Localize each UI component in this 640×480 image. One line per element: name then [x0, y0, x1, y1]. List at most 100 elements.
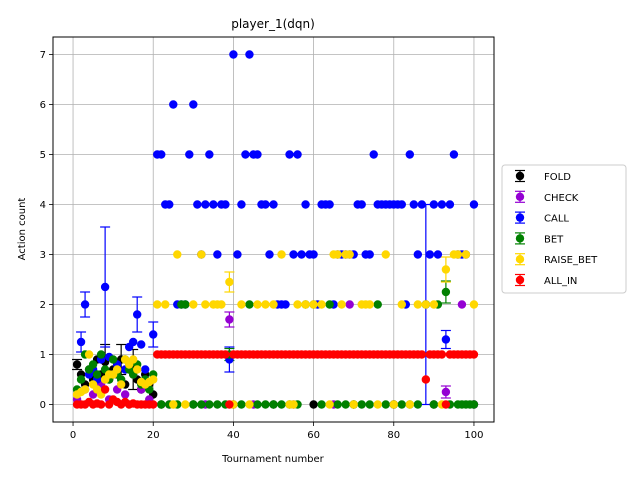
- bet-point: [317, 400, 326, 409]
- raise-bet-point: [345, 250, 354, 259]
- legend-fold-marker: [515, 171, 525, 181]
- y-tick-label: 1: [40, 350, 46, 361]
- data-points: [72, 50, 479, 409]
- legend: FOLD CHECK CALL BET RAISE_BET ALL_IN: [501, 164, 627, 294]
- raise-bet-point: [269, 300, 278, 309]
- raise-bet-point: [461, 250, 471, 259]
- call-point: [357, 200, 366, 209]
- raise-bet-point: [421, 300, 431, 309]
- raise-bet-point: [84, 350, 94, 359]
- raise-bet-point: [349, 400, 358, 409]
- check-point: [225, 315, 234, 324]
- raise-bet-point: [237, 300, 246, 309]
- bet-point: [341, 400, 350, 409]
- bet-point: [181, 300, 190, 309]
- raise-bet-point: [261, 300, 270, 309]
- call-point: [265, 250, 274, 259]
- raise-bet-point: [128, 355, 138, 364]
- call-point: [469, 200, 479, 209]
- call-point: [169, 100, 178, 109]
- legend-bet-marker: [515, 234, 525, 243]
- call-point: [425, 250, 435, 259]
- raise-bet-point: [277, 250, 286, 259]
- bet-point: [197, 400, 206, 409]
- raise-bet-point: [317, 300, 326, 309]
- call-point: [213, 250, 222, 259]
- raise-bet-point: [201, 300, 210, 309]
- all-in-point: [96, 400, 106, 409]
- legend-box: [501, 164, 627, 294]
- fold-point: [72, 360, 82, 369]
- raise-bet-point: [217, 300, 226, 309]
- fold-point: [309, 400, 318, 409]
- call-point: [397, 200, 406, 209]
- call-point: [128, 337, 138, 347]
- call-point: [241, 150, 250, 159]
- raise-bet-point: [365, 300, 374, 309]
- raise-bet-point: [293, 300, 302, 309]
- bet-point: [325, 300, 334, 309]
- call-point: [289, 250, 298, 259]
- call-point: [221, 200, 230, 209]
- check-point: [345, 300, 354, 309]
- bet-point: [413, 400, 423, 409]
- raise-bet-point: [80, 385, 90, 394]
- all-in-point: [417, 350, 427, 359]
- all-in-point: [421, 375, 431, 384]
- raise-bet-point: [309, 300, 318, 309]
- bet-point: [108, 355, 118, 364]
- call-point: [409, 200, 419, 209]
- call-point: [325, 200, 334, 209]
- call-point: [449, 150, 459, 159]
- call-point: [437, 200, 447, 209]
- x-axis-label: Tournament number: [221, 454, 325, 465]
- raise-bet-point: [453, 250, 463, 259]
- call-point: [205, 150, 214, 159]
- call-point: [132, 310, 142, 319]
- bet-point: [237, 400, 246, 409]
- bet-point: [253, 400, 262, 409]
- plot-frame: [52, 36, 495, 423]
- raise-bet-point: [429, 300, 439, 309]
- bet-point: [357, 400, 366, 409]
- call-point: [281, 300, 290, 309]
- raise-bet-point: [169, 400, 178, 409]
- bet-point: [365, 400, 374, 409]
- call-point: [417, 200, 427, 209]
- y-tick-label: 3: [40, 250, 46, 261]
- legend-all-in-label: ALL_IN: [544, 276, 577, 287]
- call-point: [309, 250, 318, 259]
- call-point: [237, 200, 246, 209]
- all-in-point: [100, 385, 110, 394]
- raise-bet-point: [381, 250, 390, 259]
- call-point: [269, 200, 278, 209]
- bet-point: [333, 400, 342, 409]
- bet-point: [469, 400, 479, 409]
- bet-point: [245, 300, 254, 309]
- y-tick-label: 7: [40, 50, 46, 61]
- raise-bet-point: [389, 400, 398, 409]
- raise-bet-point: [405, 400, 415, 409]
- raise-bet-point: [333, 250, 342, 259]
- call-point: [189, 100, 198, 109]
- call-point: [137, 340, 146, 349]
- call-point: [245, 50, 254, 59]
- x-tick-label: 80: [387, 430, 400, 441]
- call-point: [429, 200, 439, 209]
- legend-check-marker: [515, 192, 525, 201]
- call-point: [233, 250, 242, 259]
- all-in-point: [225, 400, 234, 409]
- raise-bet-point: [153, 300, 162, 309]
- raise-bet-point: [132, 365, 142, 374]
- y-axis-label: Action count: [17, 198, 28, 261]
- x-tick-label: 100: [464, 430, 483, 441]
- raise-bet-point: [116, 380, 126, 389]
- bet-point: [277, 400, 286, 409]
- bet-point: [92, 370, 102, 379]
- call-point: [157, 150, 166, 159]
- call-point: [369, 150, 378, 159]
- raise-bet-point: [161, 300, 170, 309]
- call-point: [76, 337, 86, 347]
